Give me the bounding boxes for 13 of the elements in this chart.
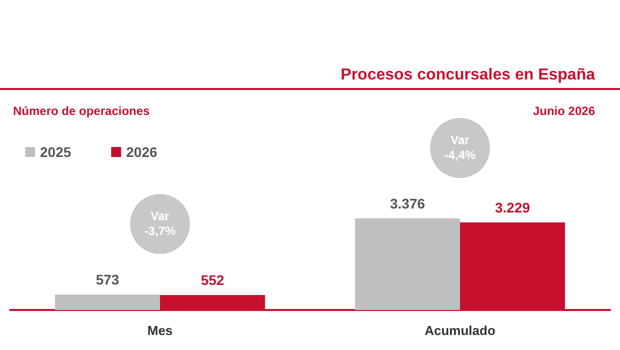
data-label: 573 [96,271,120,288]
legend-label: 2026 [126,144,158,160]
x-tick-label: Mes [147,323,173,338]
text: Junio 2026 [532,104,596,118]
data-label: 3.229 [494,199,530,216]
x-tick-label: Acumulado [424,323,496,338]
chart-subtitle: Número de operaciones [13,104,150,118]
bar [355,218,460,310]
data-label: 552 [200,272,224,288]
data-label: 3.376 [390,195,426,212]
chart-title: Procesos concursales en España [340,66,596,84]
bar [55,294,160,310]
legend-label: 2025 [40,144,72,160]
